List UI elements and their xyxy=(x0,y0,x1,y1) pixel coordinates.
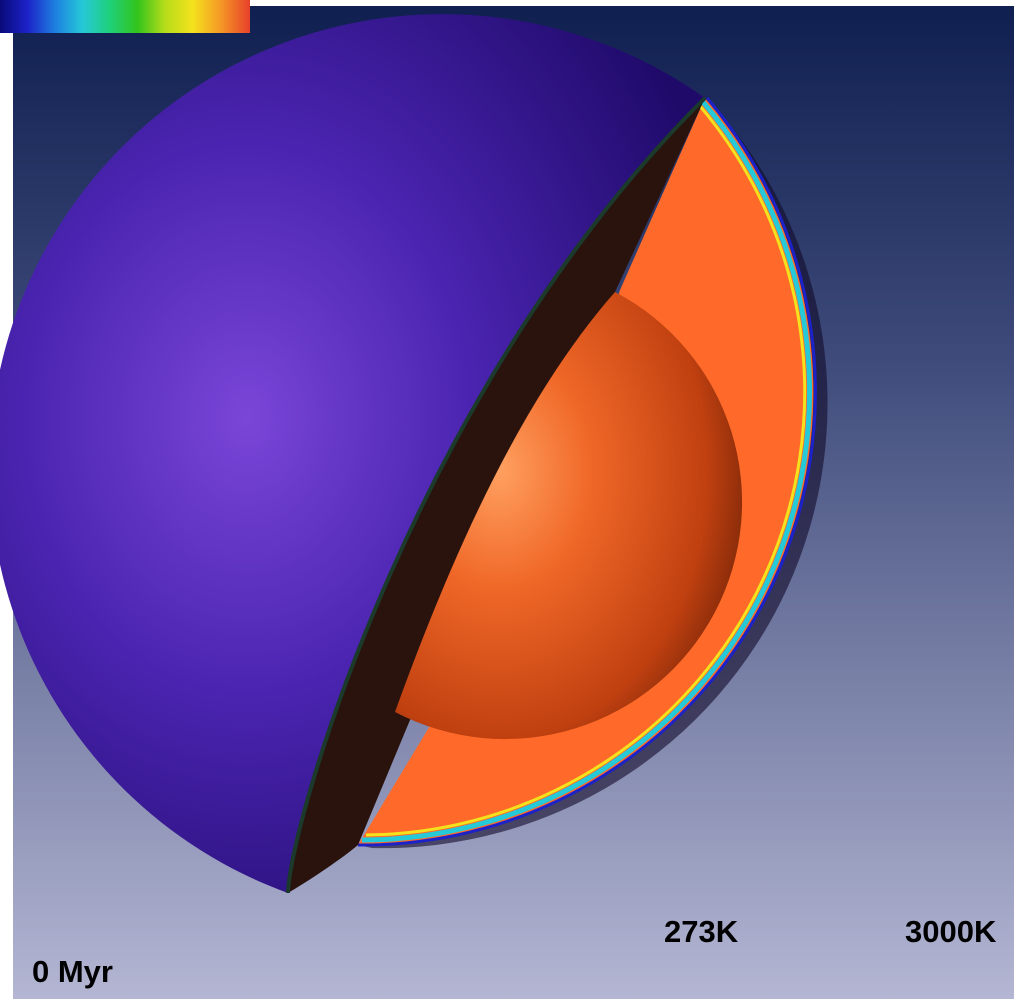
thermal-boundary-layer xyxy=(361,100,813,843)
core-hemisphere xyxy=(395,292,743,740)
colorbar-min-label: 273K xyxy=(664,914,739,949)
outer-shell-surface xyxy=(0,14,705,893)
time-label: 0 Myr xyxy=(32,954,113,989)
temperature-colorbar xyxy=(0,0,250,33)
colorbar-max-label: 3000K xyxy=(905,914,997,949)
